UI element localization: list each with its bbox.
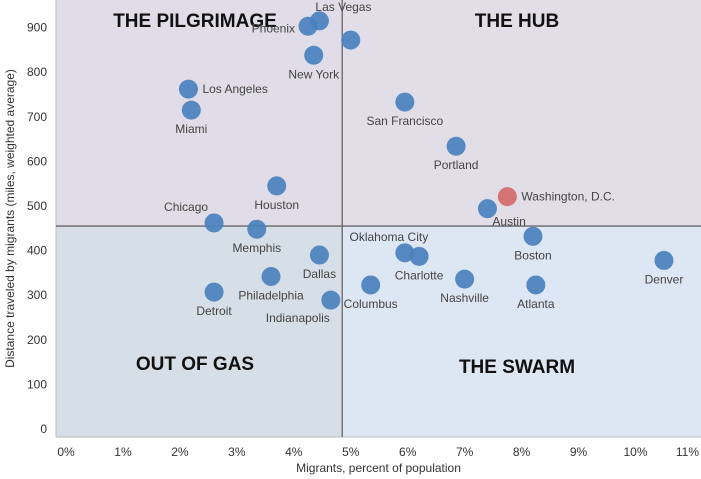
quadrant-top-right-bg: [342, 0, 701, 227]
point-label: Houston: [254, 198, 299, 212]
x-tick-label: 3%: [228, 445, 246, 459]
point-label: Boston: [514, 248, 551, 262]
data-point: [395, 92, 415, 112]
data-point: [341, 30, 361, 50]
quadrant-dividers: [56, 0, 701, 437]
x-tick-label: 0%: [57, 445, 75, 459]
data-point: [204, 282, 224, 302]
quadrant-label-top-left: THE PILGRIMAGE: [113, 11, 277, 32]
x-tick-label: 2%: [171, 445, 189, 459]
point-label: Detroit: [196, 304, 232, 318]
y-tick-label: 900: [27, 21, 47, 35]
x-tick-label: 5%: [342, 445, 360, 459]
point-label: Las Vegas: [315, 0, 371, 14]
data-point: [309, 245, 329, 265]
quadrant-label-top-right: THE HUB: [475, 11, 559, 32]
quadrant-label-bottom-right: THE SWARM: [459, 357, 575, 378]
point-label: San Francisco: [367, 114, 444, 128]
point-label: Memphis: [232, 241, 281, 255]
y-tick-labels: 0 100 200 300 400 500 600 700 800 900: [27, 21, 47, 436]
x-tick-label: 10%: [623, 445, 647, 459]
data-point: [654, 250, 674, 270]
data-point: [304, 45, 324, 65]
x-tick-label: 1%: [114, 445, 132, 459]
point-label: Nashville: [440, 291, 489, 305]
y-tick-label: 200: [27, 333, 47, 347]
x-tick-labels: 0% 1% 2% 3% 4% 5% 6% 7% 8% 9% 10% 11%: [57, 445, 699, 459]
point-label: Chicago: [164, 200, 208, 214]
x-tick-label: 7%: [456, 445, 474, 459]
data-point: [298, 16, 318, 36]
y-tick-label: 100: [27, 377, 47, 391]
quadrant-label-bottom-left: OUT OF GAS: [136, 354, 254, 375]
data-point: [204, 213, 224, 233]
x-tick-label: 8%: [513, 445, 531, 459]
y-tick-label: 600: [27, 154, 47, 168]
data-point: [455, 269, 475, 289]
point-label: Atlanta: [517, 297, 555, 311]
x-axis-title: Migrants, percent of population: [296, 461, 461, 475]
quadrant-backgrounds: [56, 0, 701, 437]
point-label: Austin: [492, 215, 525, 229]
y-tick-label: 700: [27, 110, 47, 124]
x-tick-label: 9%: [570, 445, 588, 459]
point-label: Columbus: [344, 297, 398, 311]
data-point: [261, 266, 281, 286]
x-tick-label: 4%: [285, 445, 303, 459]
data-points: [178, 11, 674, 310]
point-label: Philadelphia: [238, 288, 304, 302]
data-point: [247, 219, 267, 239]
point-label: New York: [288, 67, 340, 81]
data-point: [523, 226, 543, 246]
data-point: [395, 243, 415, 263]
point-labels: Las Vegas Phoenix New York Los Angeles Miami…: [164, 0, 683, 325]
quadrant-bottom-left-bg: [56, 226, 343, 437]
y-tick-label: 300: [27, 288, 47, 302]
point-label: Miami: [175, 122, 207, 136]
y-tick-label: 400: [27, 244, 47, 258]
point-label: Los Angeles: [202, 82, 267, 96]
data-point: [267, 176, 287, 196]
quadrant-labels: THE PILGRIMAGE THE HUB OUT OF GAS THE SWARM: [113, 11, 575, 378]
x-tick-label: 6%: [399, 445, 417, 459]
point-label: Oklahoma City: [350, 230, 429, 244]
point-label: Charlotte: [395, 268, 444, 282]
axes: [55, 0, 701, 438]
data-point: [497, 187, 517, 207]
y-tick-label: 800: [27, 65, 47, 79]
data-point: [526, 275, 546, 295]
data-point: [181, 100, 201, 120]
y-axis-title: Distance traveled by migrants (miles, we…: [3, 69, 17, 368]
data-point: [361, 275, 381, 295]
point-label: Denver: [645, 272, 684, 286]
data-point: [321, 290, 341, 310]
data-point: [178, 79, 198, 99]
data-point: [477, 199, 497, 219]
point-label: Portland: [434, 158, 479, 172]
point-label: Dallas: [303, 267, 336, 281]
y-tick-label: 0: [40, 422, 47, 436]
x-tick-label: 11%: [676, 445, 699, 459]
data-point: [409, 246, 429, 266]
point-label: Washington, D.C.: [521, 190, 615, 204]
y-tick-label: 500: [27, 199, 47, 213]
data-point: [446, 136, 466, 156]
point-label: Phoenix: [252, 21, 295, 35]
point-label: Indianapolis: [266, 311, 330, 325]
